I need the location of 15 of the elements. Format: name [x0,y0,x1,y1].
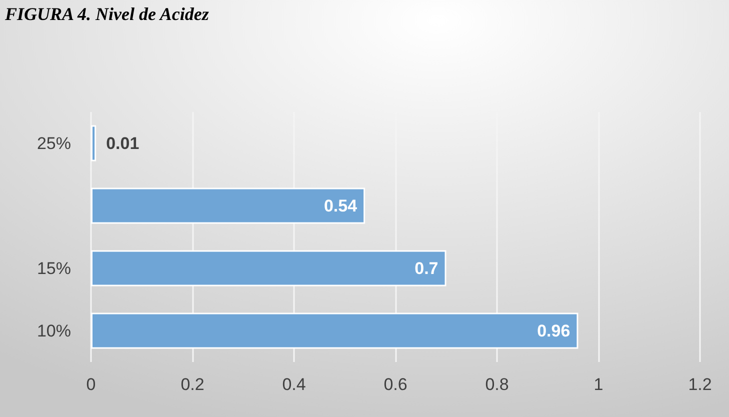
y-tick-label: 25% [36,134,71,153]
x-tick-label: 0 [86,375,96,394]
x-tick-label: 0.6 [384,375,408,394]
data-label: 0.96 [537,321,570,340]
x-tick-label: 1 [594,375,604,394]
x-tick-label: 0.4 [282,375,306,394]
x-tick-label: 1.2 [688,375,712,394]
data-label: 0.01 [106,134,140,153]
y-tick-label: 15% [36,258,71,278]
x-tick-label: 0.2 [180,375,204,394]
y-tick-label: 10% [36,321,71,340]
data-label: 0.54 [324,196,358,216]
chart-title: FIGURA 4. Nivel de Acidez [4,4,209,24]
x-tick-label: 0.8 [485,375,509,394]
data-label: 0.7 [414,258,438,278]
